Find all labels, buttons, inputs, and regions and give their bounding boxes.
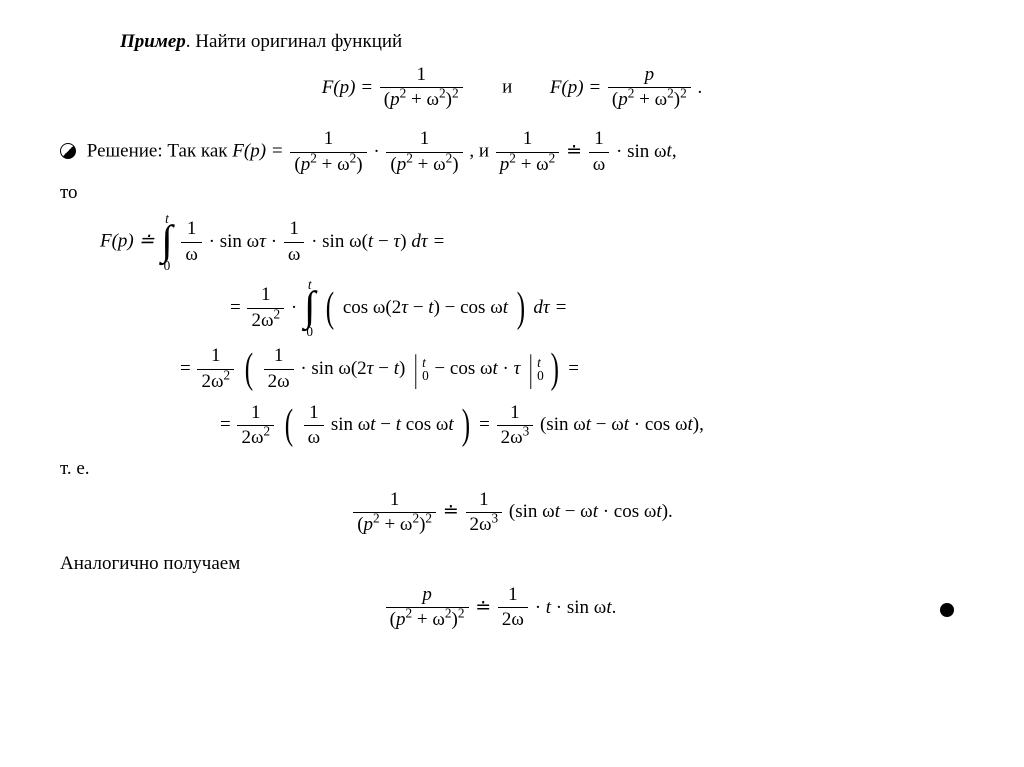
ie-word: т. е. — [60, 457, 964, 482]
frac-sol-2: 1 (p2 + ω2) — [386, 127, 462, 177]
solution-pre: Так как — [167, 141, 232, 162]
result-equation-1: 1 (p2 + ω2)2 ≐ 12ω3 (sin ωt − ωt · cos ω… — [60, 488, 964, 538]
eq-lhs1: F(p) = — [322, 76, 373, 101]
example-heading: Пример. Найти оригинал функций — [120, 30, 964, 55]
derivation-step-4: = 12ω2 ( 1ω sin ωt − t cos ωt ) = 12ω3 (… — [220, 401, 964, 451]
to-word: то — [60, 181, 964, 206]
analog-line: Аналогично получаем — [60, 552, 964, 577]
heading-text: . Найти оригинал функций — [186, 31, 402, 52]
eval-bar: |t0 — [527, 356, 535, 383]
solution-label: Решение: — [87, 141, 163, 162]
half-circle-icon — [60, 143, 76, 159]
frac-2: p (p2 + ω2)2 — [608, 63, 691, 113]
solution-line: Решение: Так как F(p) = 1 (p2 + ω2) · 1 … — [60, 127, 964, 177]
eq-lhs2: F(p) = — [550, 76, 601, 101]
frac-sol-3: 1 p2 + ω2 — [496, 127, 560, 177]
and-word: и — [502, 76, 512, 97]
result-equation-2: p (p2 + ω2)2 ≐ 12ω · t · sin ωt. — [60, 583, 964, 633]
heading-label: Пример — [120, 31, 186, 52]
eval-bar: |t0 — [412, 356, 420, 383]
display-equation-1: F(p) = 1 (p2 + ω2)2 и F(p) = p (p2 + ω2)… — [60, 63, 964, 113]
derivation-step-1: F(p) ≐ t∫0 1ω · sin ωτ · 1ω · sin ω(t − … — [100, 212, 964, 272]
derivation-step-2: = 12ω2 · t∫0 ( cos ω(2τ − t) − cos ωt ) … — [230, 278, 964, 338]
frac-sol-1: 1 (p2 + ω2) — [290, 127, 366, 177]
integral-icon: t∫0 — [161, 212, 172, 272]
frac-sol-4: 1 ω — [589, 127, 610, 177]
end-of-proof-icon — [940, 603, 954, 617]
integral-icon: t∫0 — [304, 278, 315, 338]
frac-1: 1 (p2 + ω2)2 — [380, 63, 463, 113]
derivation-step-3: = 12ω2 ( 12ω · sin ω(2τ − t) |t0 − cos ω… — [180, 344, 964, 394]
